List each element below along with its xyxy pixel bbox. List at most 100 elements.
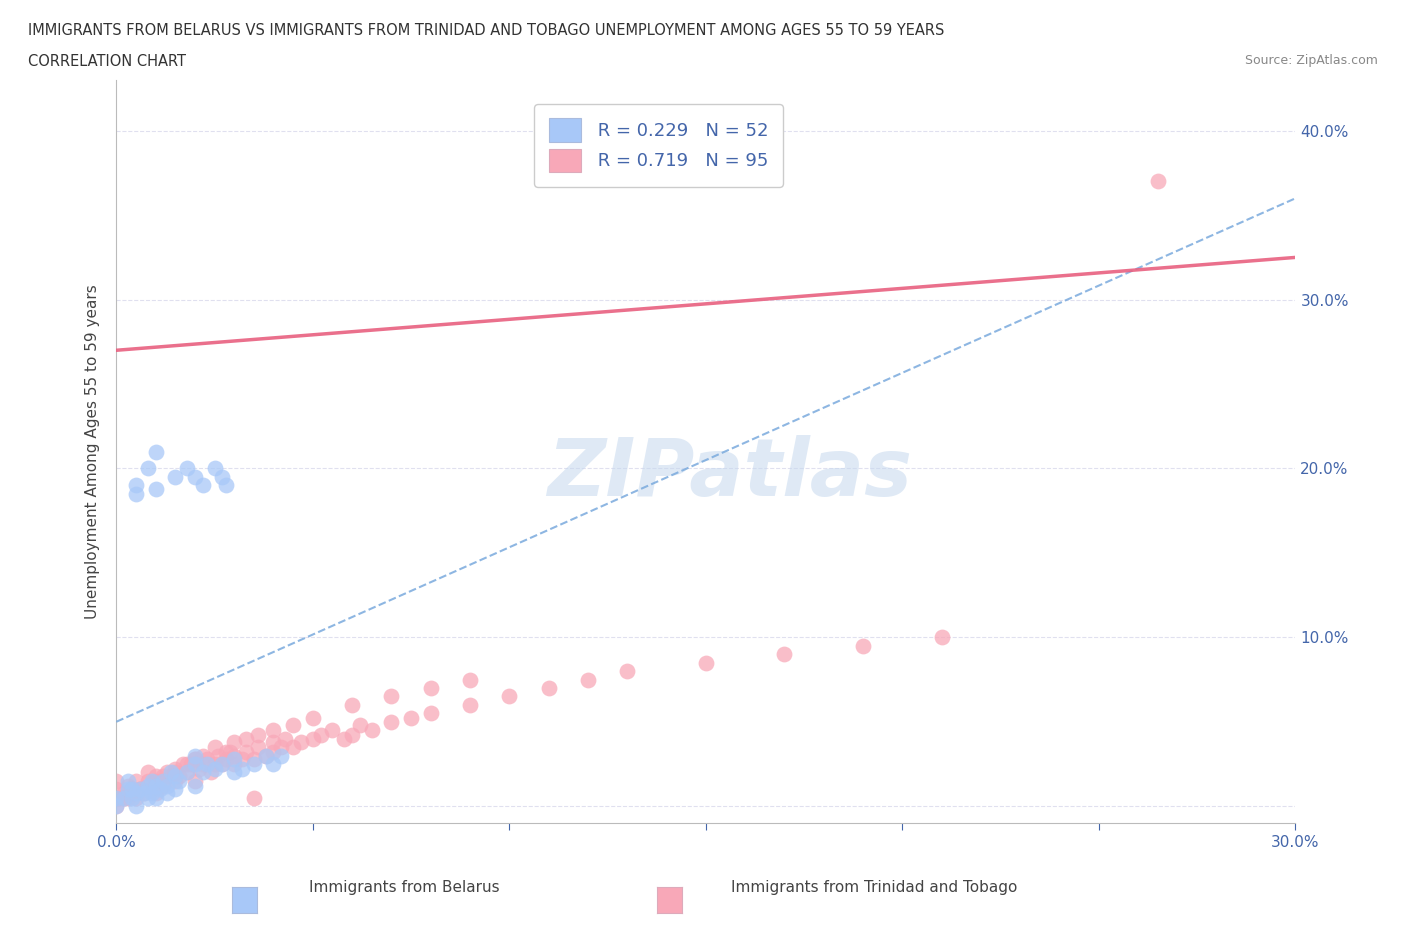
Point [108,790,131,805]
Point [380,689,402,704]
Point [105,790,128,805]
Point [160,765,183,780]
Point [215,745,238,760]
Point [152,774,174,789]
Point [281,739,304,754]
Point [695,656,717,671]
Point [105,782,128,797]
Point [270,748,292,763]
Point [160,768,183,783]
Point [165,765,187,780]
Point [117,782,139,797]
Point [191,765,214,780]
Point [117,790,139,805]
Point [321,723,343,737]
Point [148,774,170,789]
Point [191,756,214,771]
Point [112,785,135,800]
Point [121,782,143,797]
Point [176,461,198,476]
Point [132,785,155,800]
Point [211,756,233,771]
Point [152,778,174,793]
Point [112,790,135,805]
Point [152,768,174,783]
Point [156,785,179,800]
Point [184,778,207,793]
Point [187,762,209,777]
Point [309,728,332,743]
Point [243,790,266,805]
Point [141,774,163,789]
Point [301,711,323,725]
Point [204,739,226,754]
Point [105,790,128,805]
Point [125,478,148,493]
Point [132,785,155,800]
Point [176,765,198,780]
Point [254,748,277,763]
Point [204,461,226,476]
Point [263,735,285,750]
Point [224,735,246,750]
Point [458,672,481,687]
Point [128,782,150,797]
Point [224,756,246,771]
Point [235,745,257,760]
Point [204,762,226,777]
Point [136,778,159,793]
Point [219,745,242,760]
Point [458,698,481,712]
Point [773,646,796,661]
Point [165,774,187,789]
Point [215,478,238,493]
Point [112,790,135,805]
Point [215,751,238,766]
Point [156,765,179,780]
Point [145,445,167,459]
Point [125,785,148,800]
Point [195,751,218,766]
Point [121,790,143,805]
Point [136,778,159,793]
Point [263,756,285,771]
Point [184,774,207,789]
Point [360,723,382,737]
Point [281,718,304,733]
Text: ZIPatlas: ZIPatlas [547,435,912,512]
Point [263,723,285,737]
Point [165,470,187,485]
Point [128,782,150,797]
Point [931,630,953,644]
Point [176,765,198,780]
Point [145,785,167,800]
Point [167,768,190,783]
Point [195,756,218,771]
Point [207,748,229,763]
Point [243,756,266,771]
Text: Immigrants from Trinidad and Tobago: Immigrants from Trinidad and Tobago [731,880,1018,895]
Point [380,714,402,729]
Point [852,638,875,653]
Point [274,731,297,746]
Point [180,756,202,771]
Point [419,681,441,696]
Point [121,782,143,797]
Point [136,790,159,805]
Point [254,748,277,763]
Point [136,461,159,476]
Point [224,765,246,780]
Point [184,751,207,766]
Y-axis label: Unemployment Among Ages 55 to 59 years: Unemployment Among Ages 55 to 59 years [86,285,100,619]
Text: CORRELATION CHART: CORRELATION CHART [28,54,186,69]
Point [165,768,187,783]
Point [145,768,167,783]
Point [191,478,214,493]
Point [125,799,148,814]
Point [121,785,143,800]
Point [148,782,170,797]
Point [246,728,269,743]
Point [211,756,233,771]
Point [246,739,269,754]
Point [340,728,363,743]
